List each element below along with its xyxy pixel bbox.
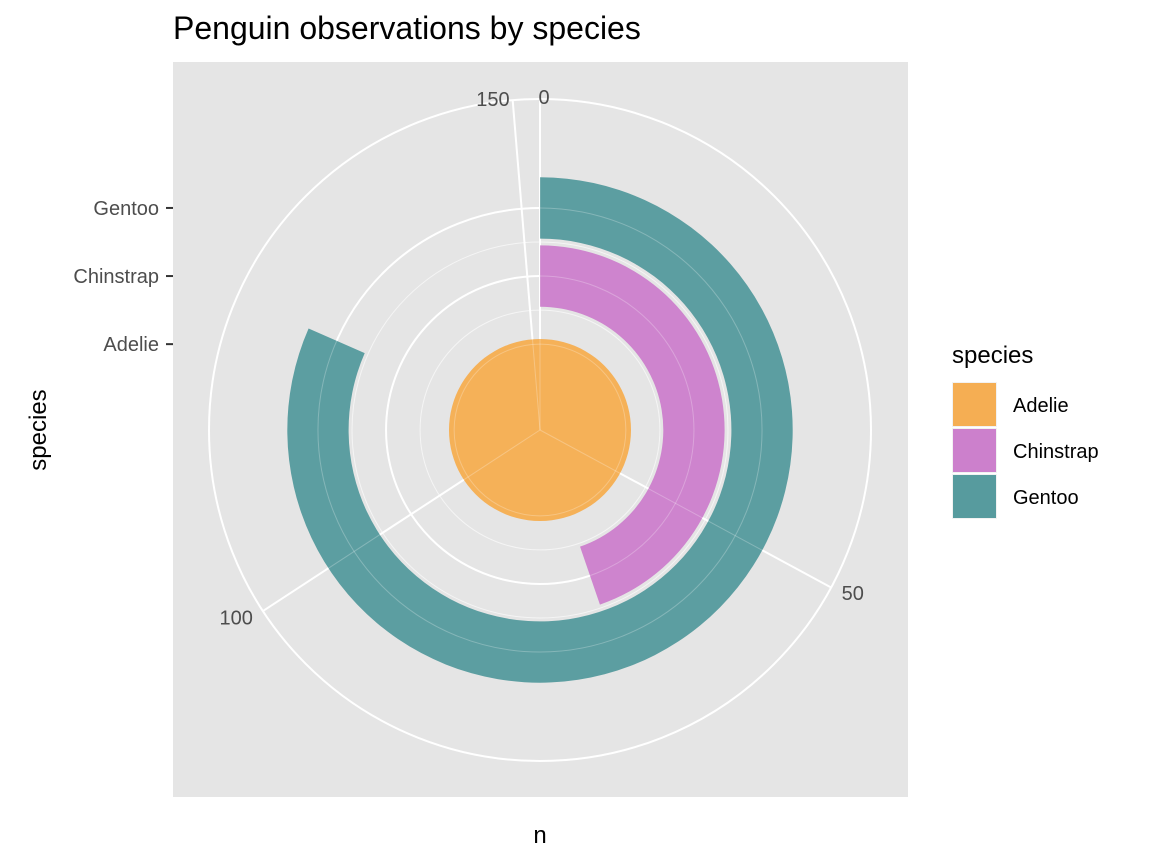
y-tick-label: Chinstrap bbox=[73, 266, 159, 288]
legend-key-gentoo bbox=[953, 475, 996, 518]
y-axis-title: species bbox=[25, 389, 52, 470]
legend-key-adelie bbox=[953, 383, 996, 426]
chart-title: Penguin observations by species bbox=[173, 10, 641, 46]
y-axis-ticks: Adelie Chinstrap Gentoo bbox=[73, 198, 173, 356]
y-tick-label: Gentoo bbox=[93, 198, 159, 220]
grid-ring-overlay bbox=[453, 343, 627, 517]
legend-label: Gentoo bbox=[1013, 487, 1079, 509]
theta-tick-label: 100 bbox=[219, 608, 252, 630]
y-tick-label: Adelie bbox=[103, 334, 159, 356]
theta-tick-label: 50 bbox=[842, 583, 864, 605]
legend: species Adelie Chinstrap Gentoo bbox=[952, 342, 1099, 519]
legend-label: Adelie bbox=[1013, 395, 1069, 417]
grid-ring-overlay bbox=[317, 207, 763, 653]
legend-label: Chinstrap bbox=[1013, 441, 1099, 463]
grid-spoke-overlay bbox=[262, 429, 541, 612]
legend-title: species bbox=[952, 342, 1033, 369]
grid-ring-overlay bbox=[385, 275, 695, 585]
legend-key-chinstrap bbox=[953, 429, 996, 472]
theta-tick-label: 150 bbox=[476, 89, 509, 111]
bar-chinstrap bbox=[540, 245, 725, 605]
bar-adelie bbox=[448, 339, 631, 521]
grid-spoke-overlay bbox=[512, 100, 541, 431]
theta-tick-label: 0 bbox=[538, 87, 549, 109]
x-axis-title: n bbox=[533, 822, 546, 849]
grid-ring-overlay bbox=[208, 98, 872, 762]
grid-spoke-overlay bbox=[539, 429, 832, 588]
bars bbox=[208, 98, 872, 762]
theta-tick-labels: 0 50 100 150 bbox=[219, 87, 863, 630]
